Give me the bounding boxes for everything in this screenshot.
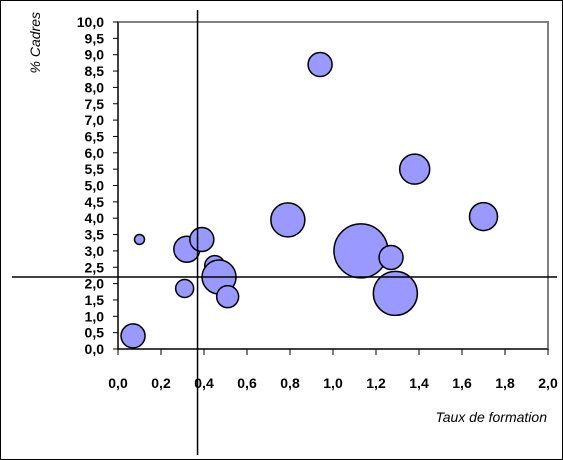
y-tick-label: 9,0 xyxy=(85,47,105,63)
y-tick-label: 5,0 xyxy=(85,178,105,194)
y-tick-label: 2,0 xyxy=(85,276,105,292)
y-tick-label: 4,5 xyxy=(85,194,105,210)
bubble-4 xyxy=(189,226,215,253)
bubble-12 xyxy=(372,270,419,317)
y-axis-title: % Cadres xyxy=(27,12,43,73)
x-tick-label: 1,0 xyxy=(323,375,343,391)
x-tick-label: 1,4 xyxy=(409,375,429,391)
bubbles-layer xyxy=(120,51,499,349)
y-tick-label: 1,5 xyxy=(85,292,105,308)
x-axis-title: Taux de formation xyxy=(435,409,547,425)
plot-area xyxy=(117,21,549,350)
bubble-0 xyxy=(120,323,146,349)
y-tick-label: 5,5 xyxy=(85,161,105,177)
y-tick-label: 0,0 xyxy=(85,341,105,357)
y-tick-label: 7,5 xyxy=(85,96,105,112)
bubble-13 xyxy=(398,153,431,185)
x-tick-label: 0,6 xyxy=(237,375,257,391)
bubble-9 xyxy=(307,51,333,78)
x-tick-label: 2,0 xyxy=(538,375,558,391)
x-tick-label: 0,8 xyxy=(280,375,300,391)
x-axis: 0,0 0,2 0,4 0,6 0,8 1,0 1,2 1,4 1,6 1,8 2,0 xyxy=(108,348,558,391)
x-tick-label: 0,4 xyxy=(194,375,214,391)
y-tick-label: 1,0 xyxy=(85,308,105,324)
bubble-2 xyxy=(174,278,195,299)
y-tick-label: 7,0 xyxy=(85,112,105,128)
bubble-1 xyxy=(133,233,146,246)
y-tick-label: 9,5 xyxy=(85,30,105,46)
y-tick-label: 3,5 xyxy=(85,227,105,243)
bubble-8 xyxy=(270,202,306,238)
y-tick-label: 6,5 xyxy=(85,128,105,144)
bubble-14 xyxy=(468,201,499,232)
x-tick-label: 0,0 xyxy=(108,375,128,391)
x-tick-label: 1,6 xyxy=(452,375,472,391)
y-tick-label: 3,0 xyxy=(85,243,105,259)
x-tick-label: 1,8 xyxy=(495,375,515,391)
y-axis: 0,00,51,01,52,02,53,03,54,04,55,05,56,06… xyxy=(77,14,119,357)
bubble-10 xyxy=(333,223,389,279)
y-tick-label: 0,5 xyxy=(85,325,105,341)
bubble-11 xyxy=(378,244,404,271)
x-tick-label: 0,2 xyxy=(151,375,171,391)
y-tick-label: 2,5 xyxy=(85,259,105,275)
y-tick-label: 6,0 xyxy=(85,145,105,161)
bubble-7 xyxy=(215,284,240,309)
y-tick-label: 8,5 xyxy=(85,63,105,79)
y-tick-label: 8,0 xyxy=(85,79,105,95)
y-tick-label: 10,0 xyxy=(77,14,104,30)
y-tick-label: 4,0 xyxy=(85,210,105,226)
x-tick-label: 1,2 xyxy=(366,375,386,391)
